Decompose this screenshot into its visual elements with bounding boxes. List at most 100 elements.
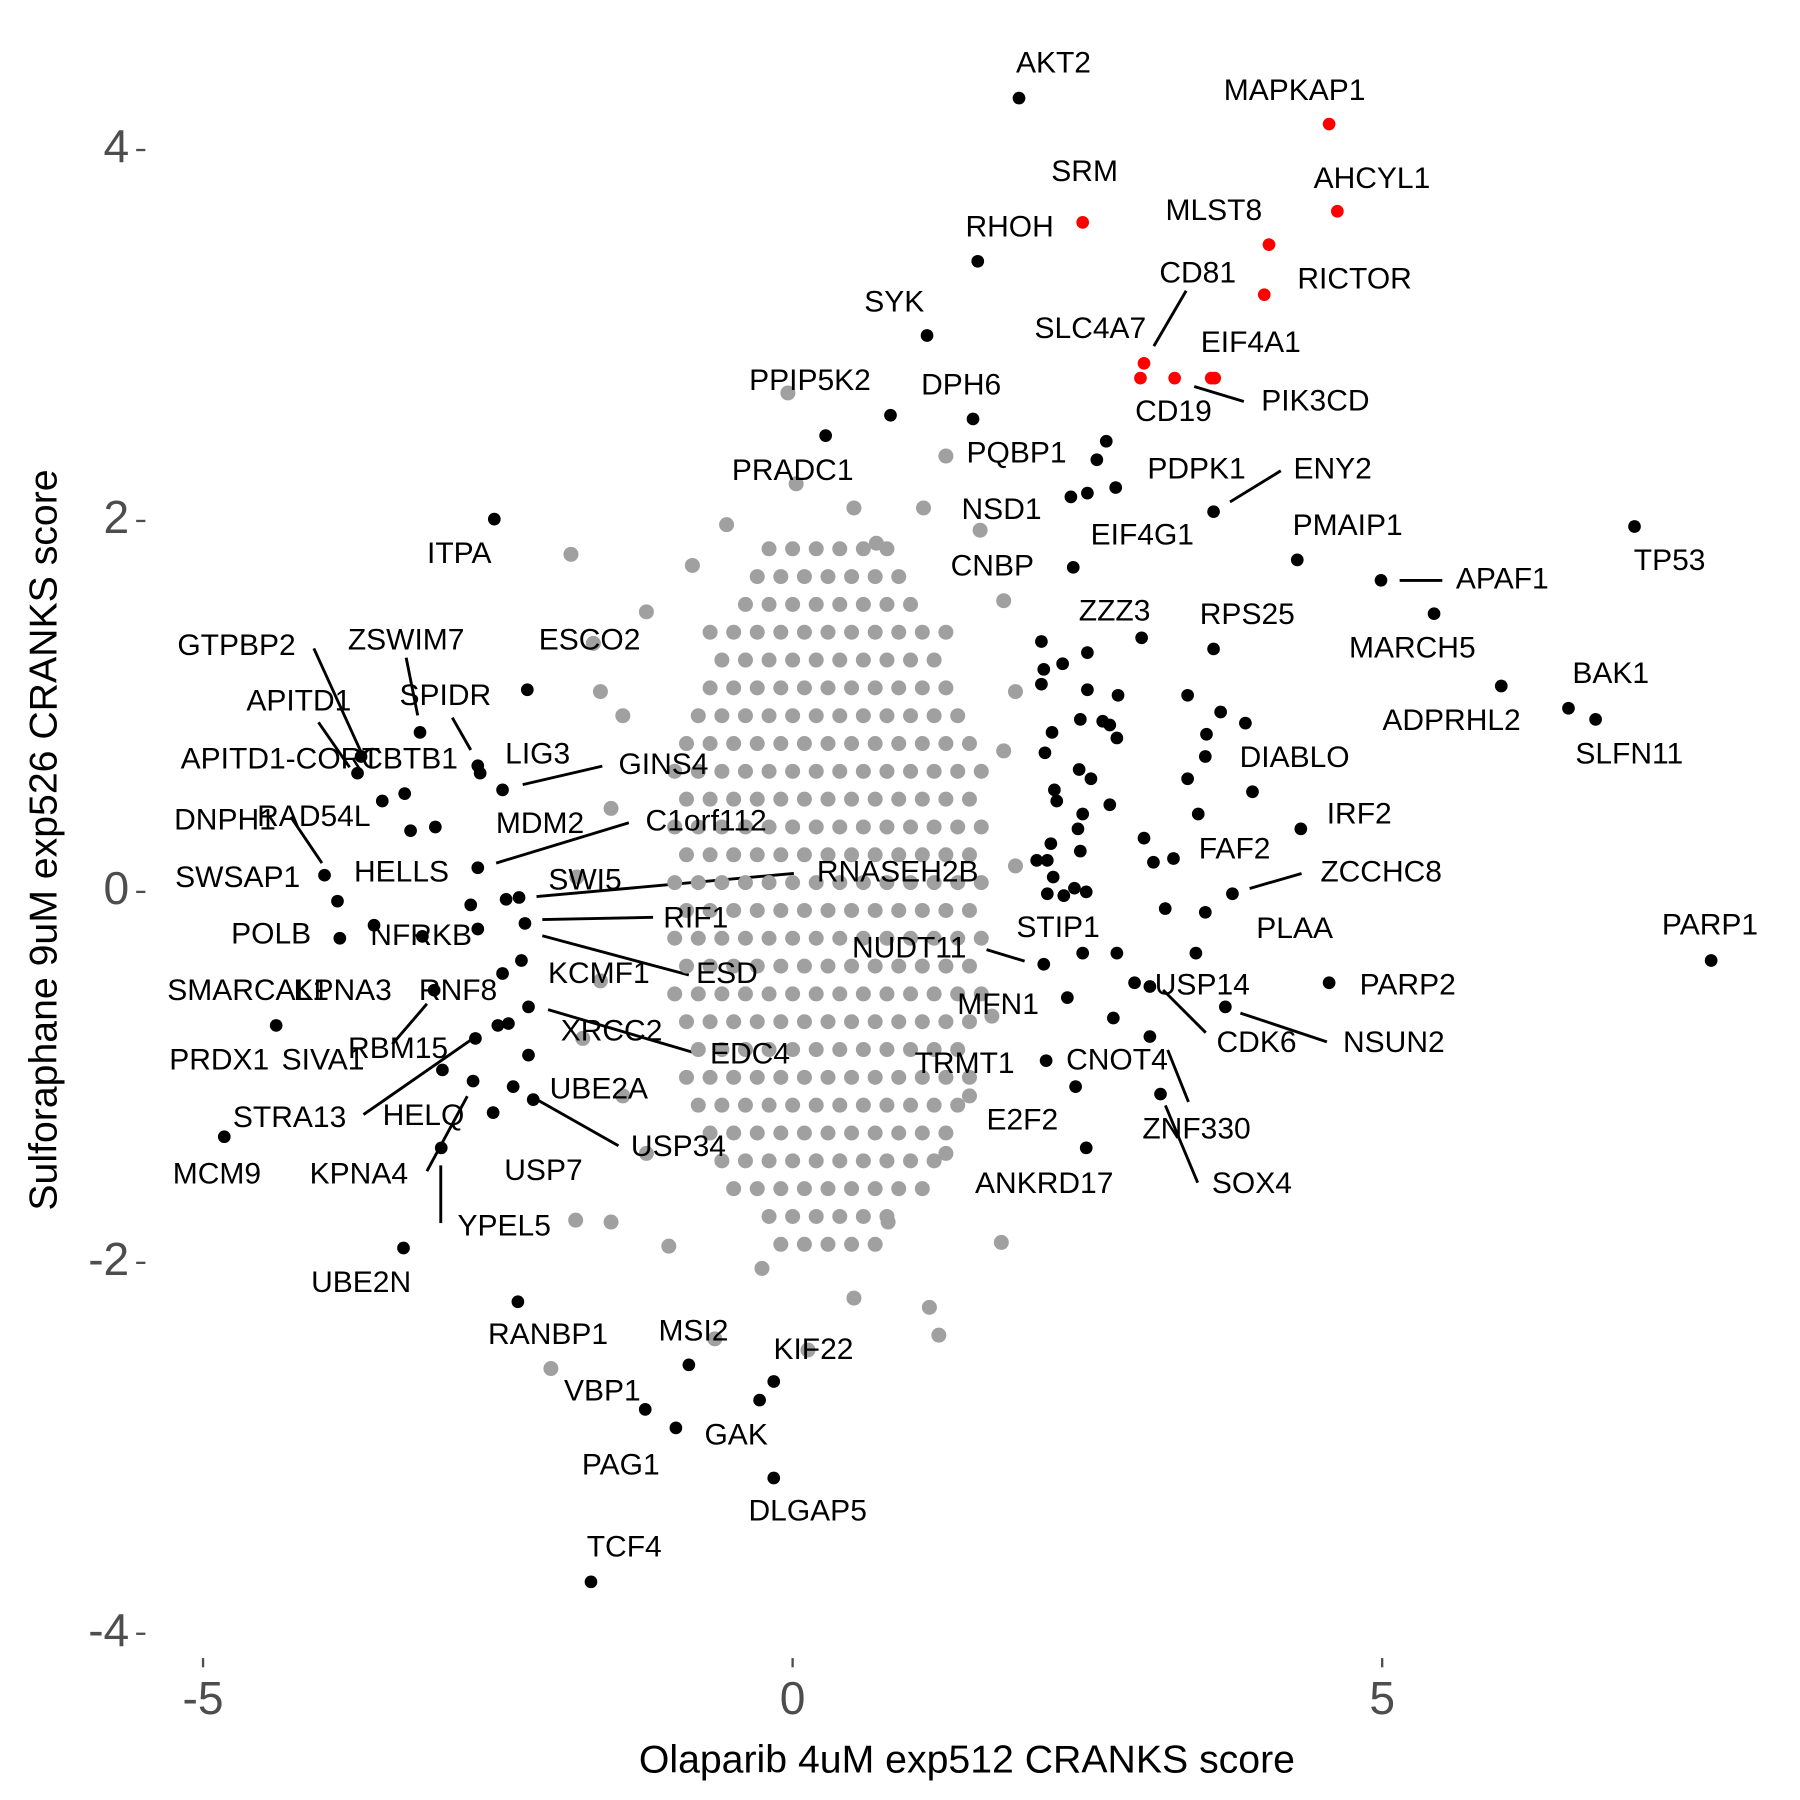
point bbox=[638, 1145, 654, 1161]
point bbox=[808, 763, 824, 779]
point bbox=[318, 868, 331, 882]
point bbox=[891, 624, 907, 640]
point bbox=[903, 652, 919, 668]
point bbox=[1040, 854, 1054, 867]
point bbox=[796, 569, 812, 585]
point bbox=[993, 1234, 1009, 1250]
point bbox=[217, 1130, 231, 1144]
point bbox=[914, 1181, 930, 1197]
point bbox=[844, 902, 860, 918]
point bbox=[773, 569, 789, 585]
point bbox=[1628, 520, 1641, 533]
point bbox=[855, 541, 871, 557]
point bbox=[592, 973, 608, 989]
point bbox=[702, 736, 718, 752]
point bbox=[808, 652, 824, 668]
leader-line bbox=[404, 657, 420, 716]
point bbox=[879, 652, 895, 668]
point-label: SPIDR bbox=[400, 679, 492, 712]
y-tick-label: 0 bbox=[104, 862, 130, 914]
point bbox=[1099, 434, 1113, 448]
point bbox=[891, 958, 907, 974]
point bbox=[867, 1181, 883, 1197]
point bbox=[961, 1088, 977, 1104]
point bbox=[496, 967, 509, 980]
point bbox=[1079, 885, 1093, 899]
point bbox=[867, 1069, 883, 1085]
point bbox=[961, 958, 977, 974]
point bbox=[1035, 677, 1048, 691]
y-tick-label: 2 bbox=[104, 491, 130, 543]
point bbox=[844, 569, 860, 585]
point bbox=[1110, 731, 1124, 745]
point bbox=[785, 596, 801, 612]
point-label: CD19 bbox=[1135, 395, 1212, 428]
point bbox=[855, 596, 871, 612]
point bbox=[773, 1014, 789, 1030]
point-label: FAF2 bbox=[1199, 832, 1271, 865]
point bbox=[726, 1125, 742, 1141]
point bbox=[1257, 288, 1271, 302]
point bbox=[1207, 505, 1220, 519]
point bbox=[785, 708, 801, 724]
point bbox=[714, 763, 730, 779]
point-label: SMARCAL1 bbox=[167, 974, 329, 1007]
point bbox=[1219, 1000, 1232, 1014]
point-label: XRCC2 bbox=[561, 1015, 663, 1048]
point bbox=[914, 736, 930, 752]
plot-area: Olaparib 4uM exp512 CRANKS score Sulfora… bbox=[22, 47, 1759, 1782]
point bbox=[1167, 852, 1180, 865]
point bbox=[903, 819, 919, 835]
point bbox=[1200, 727, 1213, 741]
point bbox=[726, 1014, 742, 1030]
point bbox=[808, 930, 824, 946]
point bbox=[667, 819, 683, 835]
point bbox=[808, 1153, 824, 1169]
point bbox=[690, 1097, 706, 1113]
point bbox=[832, 708, 848, 724]
point bbox=[903, 596, 919, 612]
point-label: PLAA bbox=[1256, 912, 1333, 945]
point bbox=[1057, 889, 1071, 902]
point bbox=[1073, 713, 1087, 726]
point bbox=[754, 1260, 770, 1276]
point bbox=[796, 902, 812, 918]
point bbox=[938, 736, 954, 752]
point bbox=[855, 819, 871, 835]
point bbox=[832, 1042, 848, 1058]
point bbox=[761, 930, 777, 946]
point bbox=[867, 1125, 883, 1141]
point bbox=[1071, 822, 1085, 836]
point bbox=[367, 918, 381, 932]
point bbox=[499, 892, 513, 906]
point bbox=[464, 898, 478, 912]
point bbox=[269, 1019, 283, 1032]
point bbox=[684, 557, 700, 573]
point bbox=[575, 1030, 591, 1046]
point bbox=[1191, 807, 1205, 821]
point-label: RIF1 bbox=[663, 902, 728, 935]
point bbox=[921, 1299, 937, 1315]
leader-line bbox=[391, 1002, 429, 1046]
point bbox=[661, 1238, 677, 1254]
point-label: CD81 bbox=[1159, 257, 1236, 290]
point-label: TP53 bbox=[1634, 544, 1706, 577]
point bbox=[780, 385, 796, 401]
point bbox=[820, 1069, 836, 1085]
point bbox=[749, 624, 765, 640]
point bbox=[879, 763, 895, 779]
point-label: DLGAP5 bbox=[748, 1495, 866, 1528]
point bbox=[855, 875, 871, 891]
point bbox=[973, 875, 989, 891]
point bbox=[1589, 713, 1602, 726]
point bbox=[690, 930, 706, 946]
leader-line bbox=[425, 1095, 469, 1172]
point bbox=[846, 1290, 862, 1306]
point bbox=[707, 1331, 723, 1347]
point bbox=[808, 1042, 824, 1058]
point bbox=[1181, 688, 1194, 702]
point bbox=[788, 476, 804, 492]
point bbox=[891, 902, 907, 918]
point-label: KIF22 bbox=[773, 1333, 853, 1366]
point bbox=[1076, 807, 1090, 821]
